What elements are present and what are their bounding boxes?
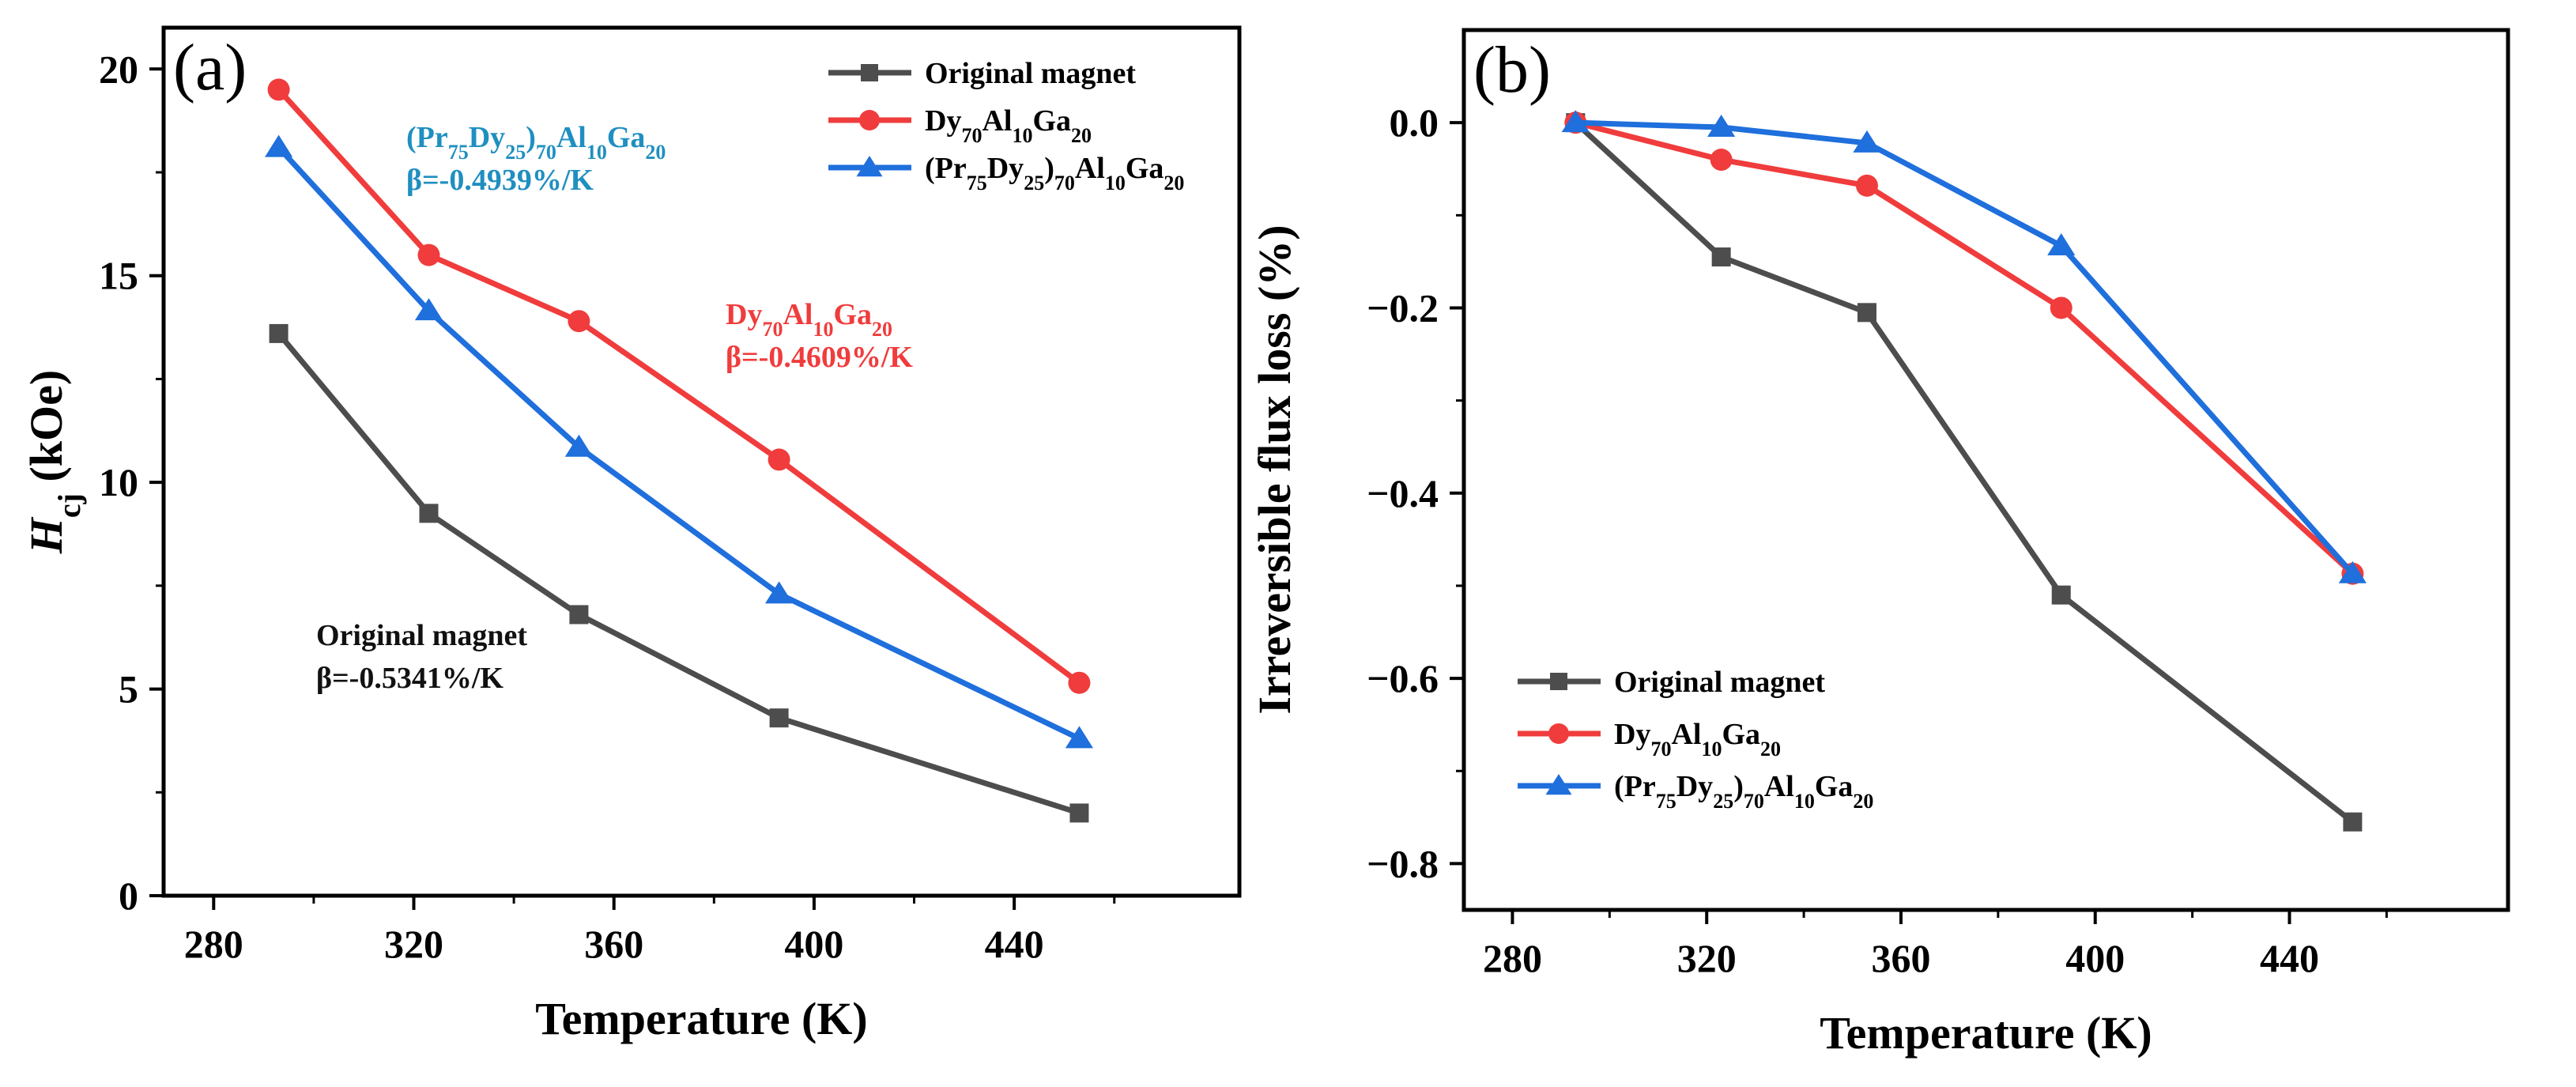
legend: Original magnet Dy70Al10Ga20 (Pr75Dy25)70A… [1518, 666, 1873, 813]
annotation-beta: β=-0.4939%/K [406, 164, 594, 197]
x-tick-label: 440 [985, 922, 1044, 966]
data-point [1065, 726, 1094, 749]
legend-entry-original-magnet: Original magnet [1518, 666, 1825, 699]
data-point [2050, 296, 2072, 319]
series-dy70al10ga20 [1564, 111, 2364, 585]
annotation-beta: β=-0.5341%/K [316, 662, 504, 695]
data-point [2051, 585, 2071, 605]
data-point [1707, 115, 1736, 138]
y-tick-label: −0.6 [1367, 656, 1439, 700]
y-axis-label: Irreversible flux loss (%) [1249, 225, 1300, 714]
panel-label: (b) [1473, 33, 1551, 107]
legend-swatch-marker [1550, 673, 1567, 690]
legend-label: Dy70Al10Ga20 [925, 104, 1092, 147]
data-point [267, 78, 290, 101]
x-tick-label: 440 [2260, 936, 2319, 980]
y-tick-label: −0.8 [1367, 841, 1439, 885]
legend-label: (Pr75Dy25)70Al10Ga20 [925, 152, 1184, 194]
series-pr75dy25-70al10ga20 [1561, 110, 2367, 583]
annotation-original-magnet: Original magnet β=-0.5341%/K [316, 619, 527, 695]
series-line [1575, 119, 2355, 576]
legend-entry-dy70al10ga20: Dy70Al10Ga20 [1518, 718, 1781, 761]
data-point [1068, 671, 1091, 694]
x-axis: 280 320 360 400 440 [184, 896, 1116, 966]
data-point [419, 504, 439, 523]
data-point [568, 310, 590, 333]
legend-label: Dy70Al10Ga20 [1614, 718, 1781, 761]
x-tick-label: 320 [1677, 936, 1737, 980]
data-point [1561, 110, 1590, 133]
data-point [414, 298, 443, 321]
y-tick-label: 15 [99, 254, 138, 298]
y-tick-label: −0.2 [1367, 285, 1439, 330]
data-point [769, 708, 789, 728]
legend-swatch-marker [856, 156, 883, 177]
data-point [269, 323, 289, 343]
annotation-title: Dy70Al10Ga20 [726, 298, 892, 341]
x-tick-label: 360 [1871, 936, 1930, 980]
x-tick-label: 360 [584, 922, 643, 966]
data-point [1711, 247, 1731, 267]
series-line [276, 331, 1081, 816]
plot-frame [1461, 28, 2510, 912]
y-tick-label: −0.4 [1367, 471, 1439, 515]
data-point [1069, 803, 1089, 823]
legend-label: Original magnet [1614, 666, 1825, 699]
series-dy70al10ga20 [267, 78, 1091, 694]
x-tick-label: 320 [384, 922, 443, 966]
legend-swatch-marker [861, 64, 878, 81]
x-axis: 280 320 360 400 440 [1483, 910, 2388, 980]
data-point [2047, 232, 2076, 255]
data-point [765, 581, 794, 604]
legend-swatch-marker [1548, 723, 1569, 744]
y-axis-label: Hcj (kOe) [21, 370, 87, 554]
data-point [2343, 812, 2363, 832]
y-tick-label: 5 [119, 667, 138, 711]
legend-entry-original-magnet: Original magnet [828, 57, 1136, 90]
x-axis-label: Temperature (K) [535, 993, 867, 1044]
series-pr75dy25-70al10ga20 [264, 134, 1094, 749]
legend-entry-dy70al10ga20: Dy70Al10Ga20 [828, 104, 1092, 147]
series-line [1575, 119, 2355, 576]
panel-a-coercivity-chart: 280 320 360 400 440 0 5 10 15 20 Temperature (K) (a… [21, 25, 1242, 1044]
y-tick-label: 0 [119, 874, 138, 918]
legend-swatch-marker [1545, 774, 1572, 795]
y-tick-label: 20 [99, 47, 138, 91]
y-tick-label: 0.0 [1390, 100, 1439, 145]
y-tick-label: 10 [99, 460, 138, 504]
x-tick-label: 400 [2065, 936, 2125, 980]
data-point [564, 434, 594, 457]
annotation-title: (Pr75Dy25)70Al10Ga20 [406, 121, 666, 164]
x-tick-label: 280 [184, 922, 243, 966]
legend: Original magnet Dy70Al10Ga20 (Pr75Dy25)70A… [828, 57, 1184, 194]
data-point [768, 448, 790, 471]
plot-frame [161, 25, 1242, 898]
legend-label: (Pr75Dy25)70Al10Ga20 [1614, 770, 1873, 813]
data-point [1857, 303, 1876, 323]
x-axis-label: Temperature (K) [1820, 1007, 2152, 1059]
legend-entry-pr75dy25-70al10ga20: (Pr75Dy25)70Al10Ga20 [828, 152, 1184, 194]
data-point [1710, 149, 1733, 172]
panel-label: (a) [173, 31, 247, 104]
y-axis: 0 5 10 15 20 [99, 47, 164, 918]
series-original-magnet [269, 323, 1089, 823]
legend-swatch-marker [859, 110, 880, 130]
x-tick-label: 280 [1483, 936, 1542, 980]
data-point [569, 605, 589, 625]
legend-label: Original magnet [925, 57, 1136, 90]
annotation-title: Original magnet [316, 619, 527, 652]
legend-entry-pr75dy25-70al10ga20: (Pr75Dy25)70Al10Ga20 [1518, 770, 1873, 813]
data-point [2338, 560, 2367, 583]
data-point [264, 134, 293, 157]
panel-b-flux-loss-chart: 280 320 360 400 440 0.0 −0.2 −0.4 −0.6 −0.8 Temper… [1249, 28, 2510, 1059]
annotation-beta: β=-0.4609%/K [726, 341, 913, 374]
data-point [1855, 174, 1878, 197]
data-point [1853, 130, 1881, 153]
data-point [417, 243, 440, 266]
y-axis: 0.0 −0.2 −0.4 −0.6 −0.8 [1367, 100, 1464, 885]
x-tick-label: 400 [784, 922, 843, 966]
